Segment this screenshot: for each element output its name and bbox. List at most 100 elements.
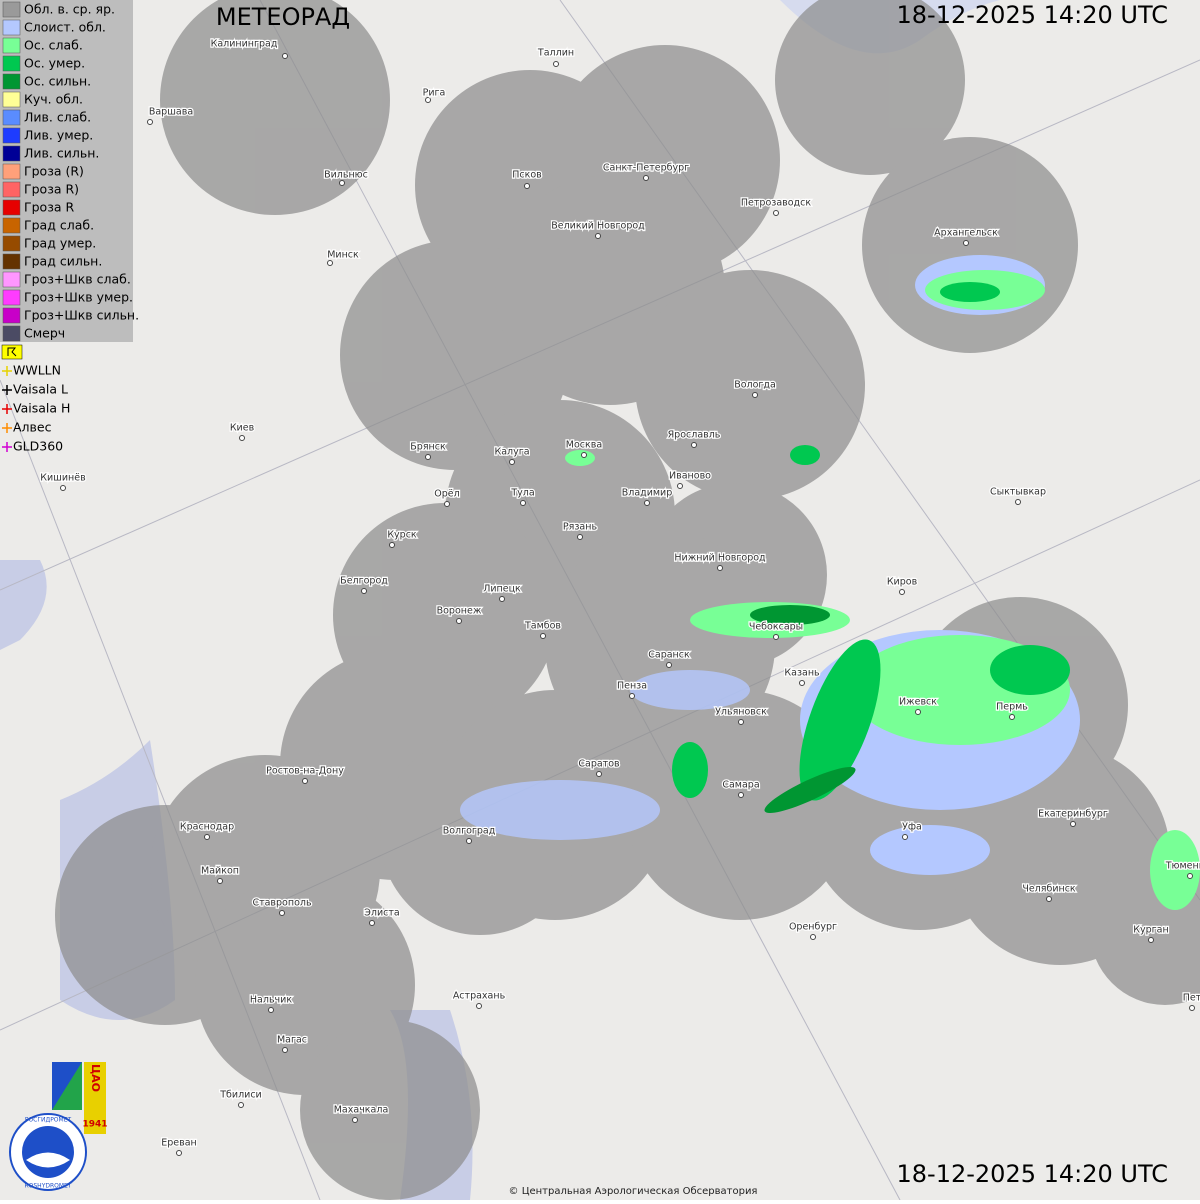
legend-panel bbox=[0, 0, 133, 342]
city-dot bbox=[204, 834, 210, 840]
legend-label: Лив. умер. bbox=[24, 128, 93, 143]
city-label: Ижевск bbox=[899, 697, 937, 708]
logo-name-en: ROSHYDROMET bbox=[24, 1183, 71, 1190]
legend-swatch bbox=[2, 73, 21, 90]
city-dot bbox=[773, 210, 779, 216]
city-dot bbox=[520, 500, 526, 506]
city-dot bbox=[238, 1102, 244, 1108]
city-dot bbox=[1015, 499, 1021, 505]
city-dot bbox=[327, 260, 333, 266]
city-dot bbox=[799, 680, 805, 686]
lightning-label: Алвес bbox=[13, 420, 52, 435]
city-dot bbox=[643, 175, 649, 181]
city-dot bbox=[1187, 873, 1193, 879]
legend-label: Ос. слаб. bbox=[24, 38, 83, 53]
logo-year: 1941 bbox=[82, 1120, 107, 1130]
city-label: Чебоксары bbox=[749, 622, 803, 633]
city-label: Орёл bbox=[434, 489, 459, 500]
city-dot bbox=[282, 1047, 288, 1053]
legend-swatch bbox=[2, 199, 21, 216]
city-dot bbox=[466, 838, 472, 844]
city-label: Пермь bbox=[996, 702, 1028, 713]
city-dot bbox=[217, 878, 223, 884]
city-label: Астрахань bbox=[453, 991, 506, 1002]
lightning-symbol bbox=[2, 442, 12, 452]
city-label: Самара bbox=[722, 780, 759, 791]
city-label: Казань bbox=[784, 668, 820, 679]
city-label: Калуга bbox=[494, 447, 529, 458]
city-dot bbox=[389, 542, 395, 548]
city-label: Липецк bbox=[483, 584, 521, 595]
city-dot bbox=[339, 180, 345, 186]
timestamp: 18-12-2025 14:20 UTC bbox=[897, 1160, 1168, 1188]
city-label: Воронеж bbox=[437, 606, 482, 617]
city-label: Владимир bbox=[622, 488, 673, 499]
legend-swatch bbox=[2, 163, 21, 180]
city-dot bbox=[773, 634, 779, 640]
city-dot bbox=[279, 910, 285, 916]
legend-swatch bbox=[2, 289, 21, 306]
legend-label: Лив. сильн. bbox=[24, 146, 99, 161]
city-dot bbox=[60, 485, 66, 491]
legend-swatch bbox=[2, 91, 21, 108]
city-label: Ярославль bbox=[668, 430, 721, 441]
city-label: Ростов-на-Дону bbox=[266, 766, 344, 777]
city-label: Москва bbox=[566, 440, 602, 451]
city-dot bbox=[456, 618, 462, 624]
legend-swatch bbox=[2, 235, 21, 252]
city-dot bbox=[1148, 937, 1154, 943]
city-label: Вильнюс bbox=[324, 170, 368, 181]
city-label: Санкт-Петербург bbox=[603, 163, 689, 174]
city-label: Киров bbox=[887, 577, 918, 588]
city-label: Сыктывкар bbox=[990, 487, 1046, 498]
city-dot bbox=[691, 442, 697, 448]
city-dot bbox=[524, 183, 530, 189]
legend-swatch bbox=[2, 325, 21, 342]
city-label: Ставрополь bbox=[252, 898, 312, 909]
city-label: Элиста bbox=[364, 908, 399, 919]
legend-swatch bbox=[2, 307, 21, 324]
city-label: Иваново bbox=[669, 471, 711, 482]
city-label: Саратов bbox=[578, 759, 620, 770]
legend-swatch bbox=[2, 19, 21, 36]
timestamp: 18-12-2025 14:20 UTC bbox=[897, 1, 1168, 29]
city-dot bbox=[629, 693, 635, 699]
city-label: Кишинёв bbox=[40, 473, 86, 484]
logo-name-ru: РОСГИДРОМЕТ bbox=[25, 1117, 72, 1124]
city-dot bbox=[499, 596, 505, 602]
city-label: Минск bbox=[327, 250, 359, 261]
legend-swatch bbox=[2, 109, 21, 126]
city-dot bbox=[1189, 1005, 1195, 1011]
city-dot bbox=[239, 435, 245, 441]
lightning-symbol bbox=[2, 423, 12, 433]
city-label: Тамбов bbox=[524, 621, 561, 632]
legend-label: Град сильн. bbox=[24, 254, 102, 269]
city-dot bbox=[666, 662, 672, 668]
city-dot bbox=[677, 483, 683, 489]
city-dot bbox=[444, 501, 450, 507]
city-dot bbox=[596, 771, 602, 777]
city-dot bbox=[540, 633, 546, 639]
legend-label: Гроз+Шкв сильн. bbox=[24, 308, 139, 323]
legend-label: Гроз+Шкв умер. bbox=[24, 290, 133, 305]
city-label: Оренбург bbox=[789, 922, 837, 933]
city-label: Псков bbox=[512, 170, 542, 181]
city-label: Вологда bbox=[734, 380, 776, 391]
legend-label: Гроза (R) bbox=[24, 164, 84, 179]
legend-swatch bbox=[2, 217, 21, 234]
city-dot bbox=[369, 920, 375, 926]
city-label: Саранск bbox=[648, 650, 690, 661]
lightning-label: WWLLN bbox=[13, 363, 61, 378]
city-dot bbox=[810, 934, 816, 940]
city-label: Уфа bbox=[902, 822, 922, 833]
city-dot bbox=[509, 459, 515, 465]
city-label: Магас bbox=[277, 1035, 307, 1046]
city-dot bbox=[963, 240, 969, 246]
city-label: Екатеринбург bbox=[1038, 809, 1108, 820]
city-dot bbox=[915, 709, 921, 715]
city-dot bbox=[899, 589, 905, 595]
city-label: Челябинск bbox=[1022, 884, 1076, 895]
lightning-flag bbox=[7, 347, 17, 357]
city-label: Пет bbox=[1183, 993, 1200, 1004]
city-dot bbox=[752, 392, 758, 398]
